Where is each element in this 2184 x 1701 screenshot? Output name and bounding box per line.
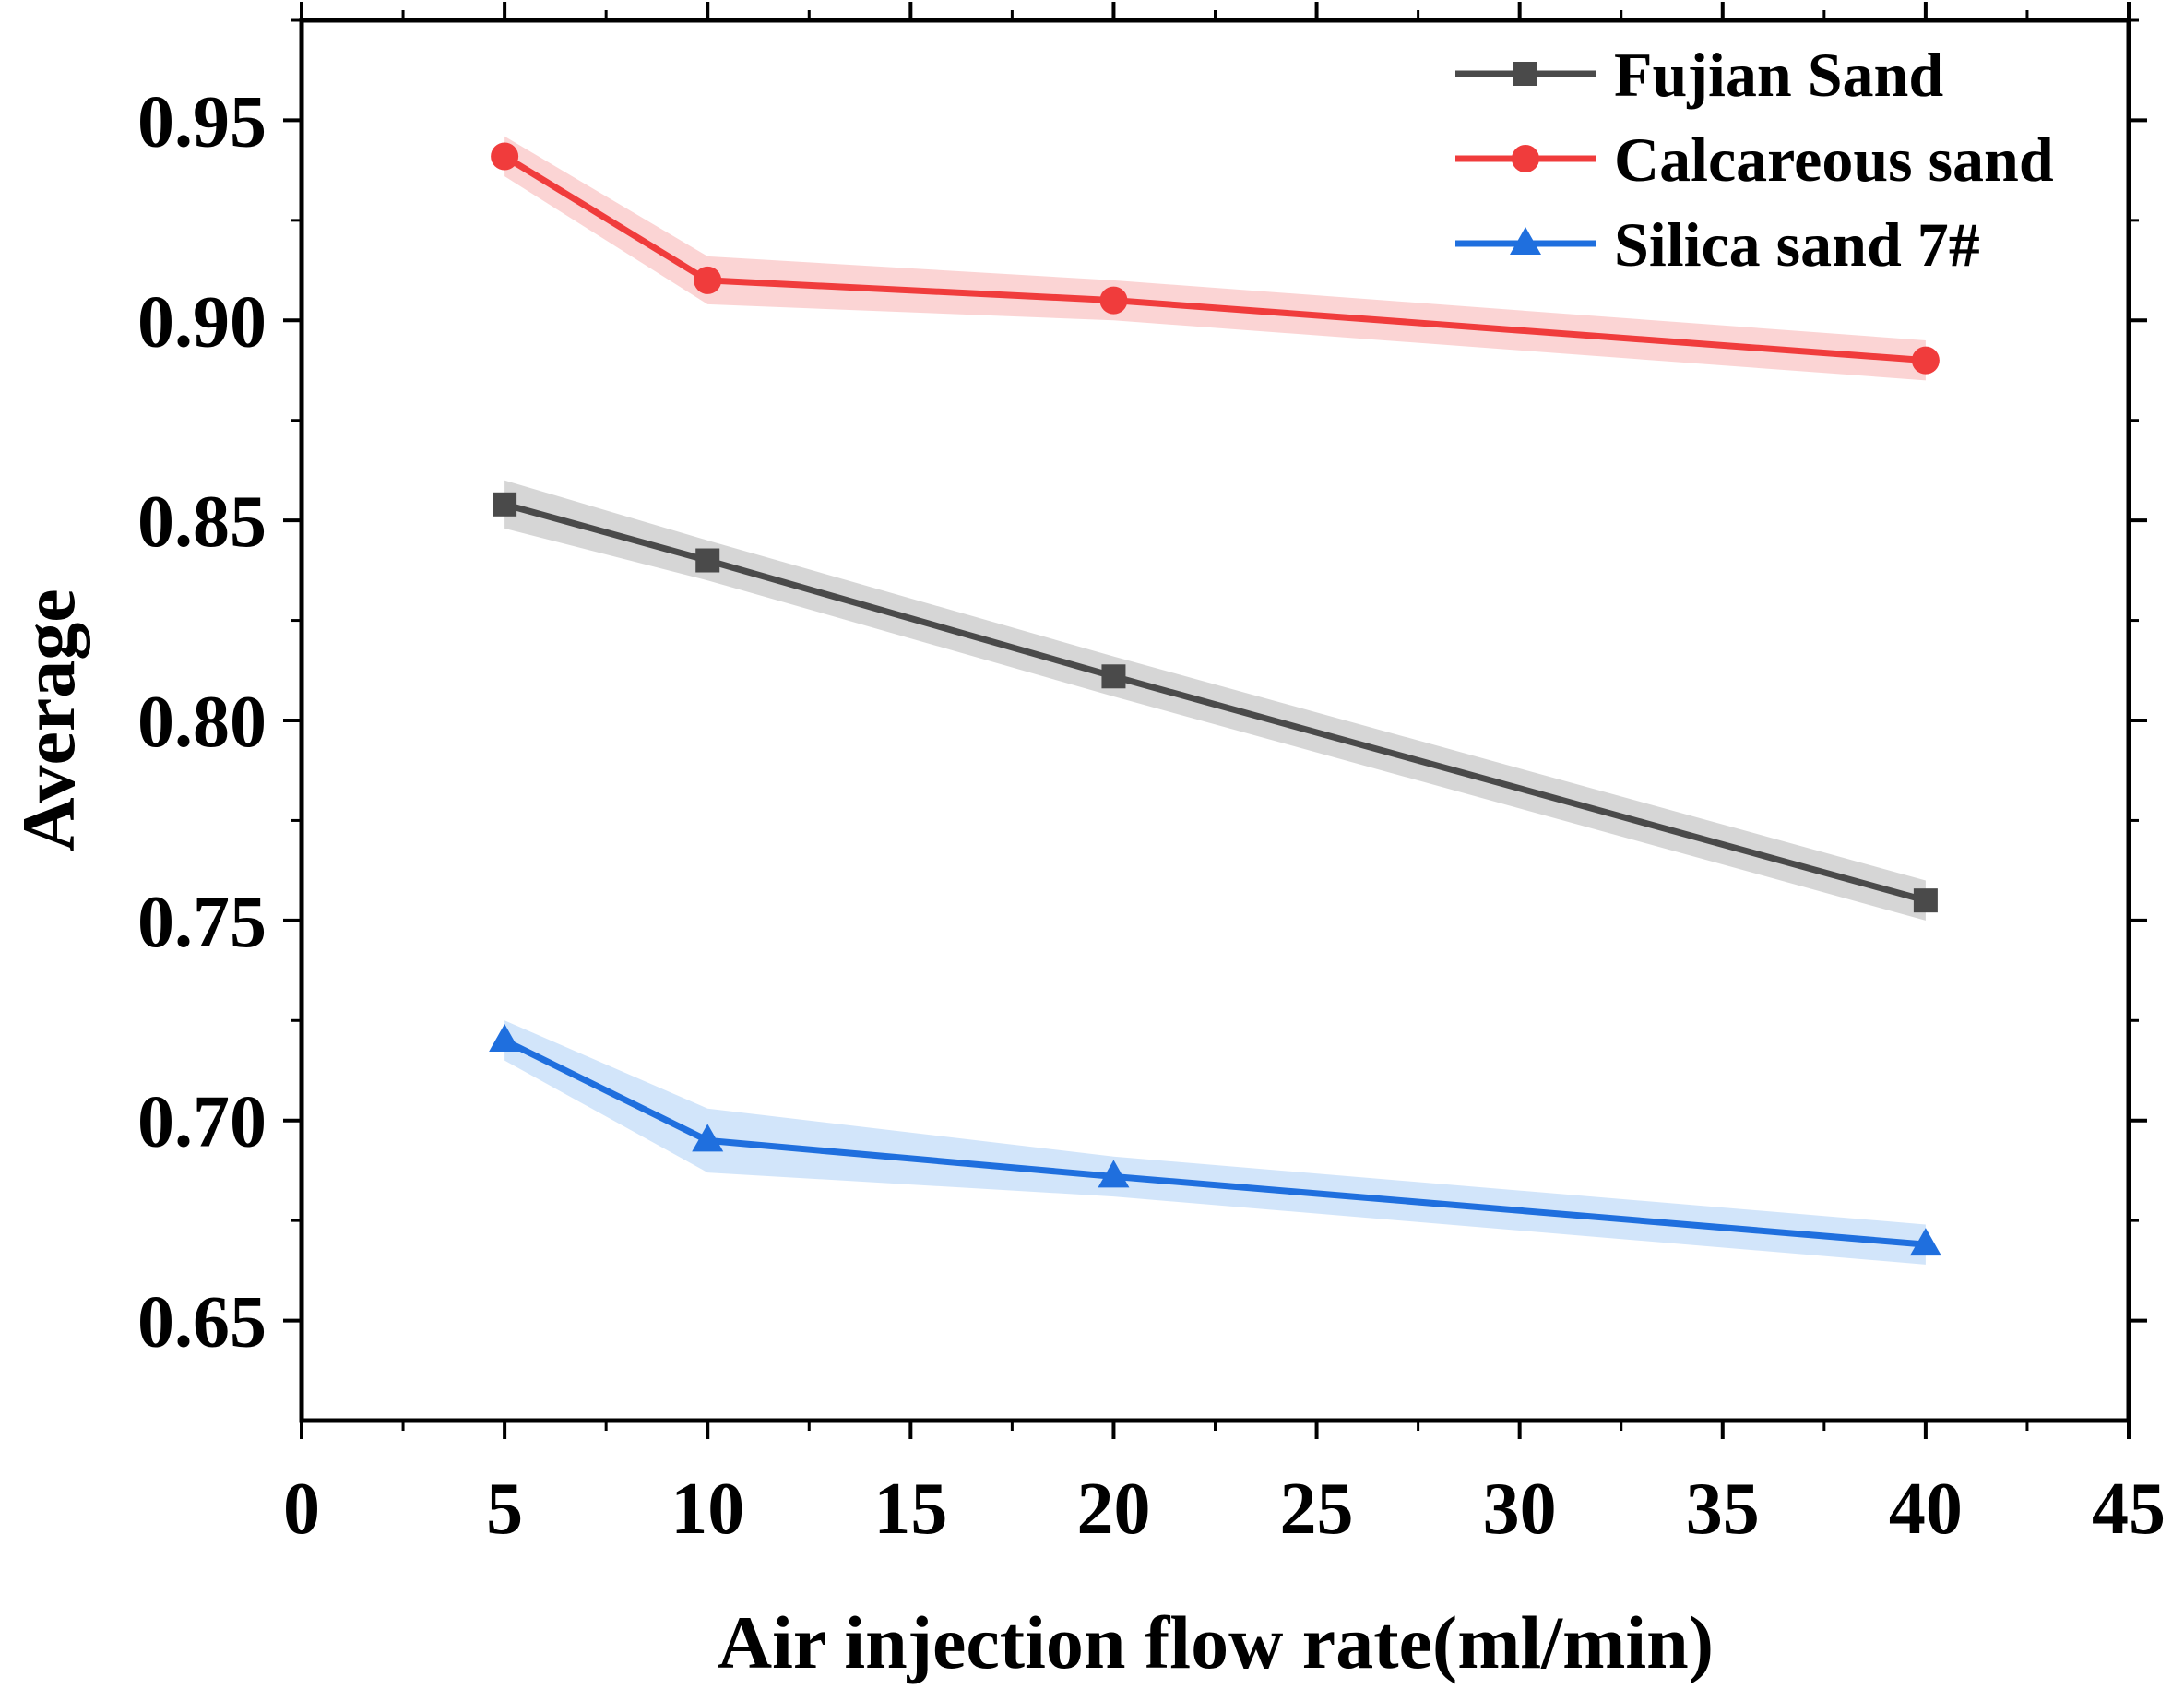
series-line-calcareous-sand [503,153,1927,364]
band-silica-sand-7 [504,1020,1926,1265]
x-tick-label: 5 [486,1469,523,1550]
y-tick-label: 0.80 [137,682,267,763]
x-tick-label: 10 [671,1469,744,1550]
legend-marker-calcareous-sand [1512,145,1539,172]
x-tick-labels: 0 5 10 15 20 25 30 35 40 45 [283,1469,2166,1550]
axis-ticks [283,2,2147,1439]
data-point-fujian-sand [695,548,720,573]
y-tick-label: 0.85 [137,482,267,563]
y-tick-labels: 0.65 0.70 0.75 0.80 0.85 0.90 0.95 [137,81,267,1362]
legend-label-calcareous-sand: Calcareous sand [1614,125,2054,195]
data-point-fujian-sand [493,492,517,517]
data-point-silica-sand-7 [1098,1160,1130,1188]
x-tick-label: 35 [1686,1469,1760,1550]
confidence-bands [504,136,1926,1265]
data-series [503,153,1927,1248]
y-tick-label: 0.70 [137,1082,267,1163]
x-tick-label: 15 [873,1469,947,1550]
x-axis-title: Air injection flow rate(ml/min) [718,1600,1714,1684]
data-markers [489,142,1941,1256]
y-tick-label: 0.65 [137,1282,267,1363]
band-fujian-sand [504,480,1926,921]
x-tick-label: 45 [2092,1469,2166,1550]
x-tick-label: 40 [1889,1469,1963,1550]
series-line-fujian-sand [504,501,1927,904]
data-point-silica-sand-7 [489,1023,521,1052]
y-tick-label: 0.90 [137,281,267,363]
x-tick-label: 0 [283,1469,320,1550]
x-tick-label: 20 [1076,1469,1150,1550]
data-point-fujian-sand [1101,664,1126,689]
legend-label-fujian-sand: Fujian Sand [1614,40,1943,110]
y-axis-title: Average [6,589,90,851]
series-line-silica-sand-7 [503,1037,1927,1248]
x-tick-label: 30 [1483,1469,1557,1550]
data-point-calcareous-sand [1099,286,1128,315]
data-point-fujian-sand [1913,888,1938,913]
data-point-silica-sand-7 [692,1124,724,1152]
y-tick-label: 0.75 [137,882,267,963]
x-tick-label: 25 [1280,1469,1354,1550]
data-point-calcareous-sand [694,266,722,294]
legend-marker-fujian-sand [1513,62,1537,86]
legend-marker-silica-sand-7 [1510,227,1541,255]
legend-label-silica-sand-7: Silica sand 7# [1614,209,1980,280]
data-point-silica-sand-7 [1909,1228,1941,1256]
band-calcareous-sand [504,136,1926,381]
data-point-calcareous-sand [491,142,519,171]
y-tick-label: 0.95 [137,81,267,162]
data-point-calcareous-sand [1911,346,1940,375]
legend: Fujian Sand Calcareous sand Silica sand 7# [1455,40,2054,280]
